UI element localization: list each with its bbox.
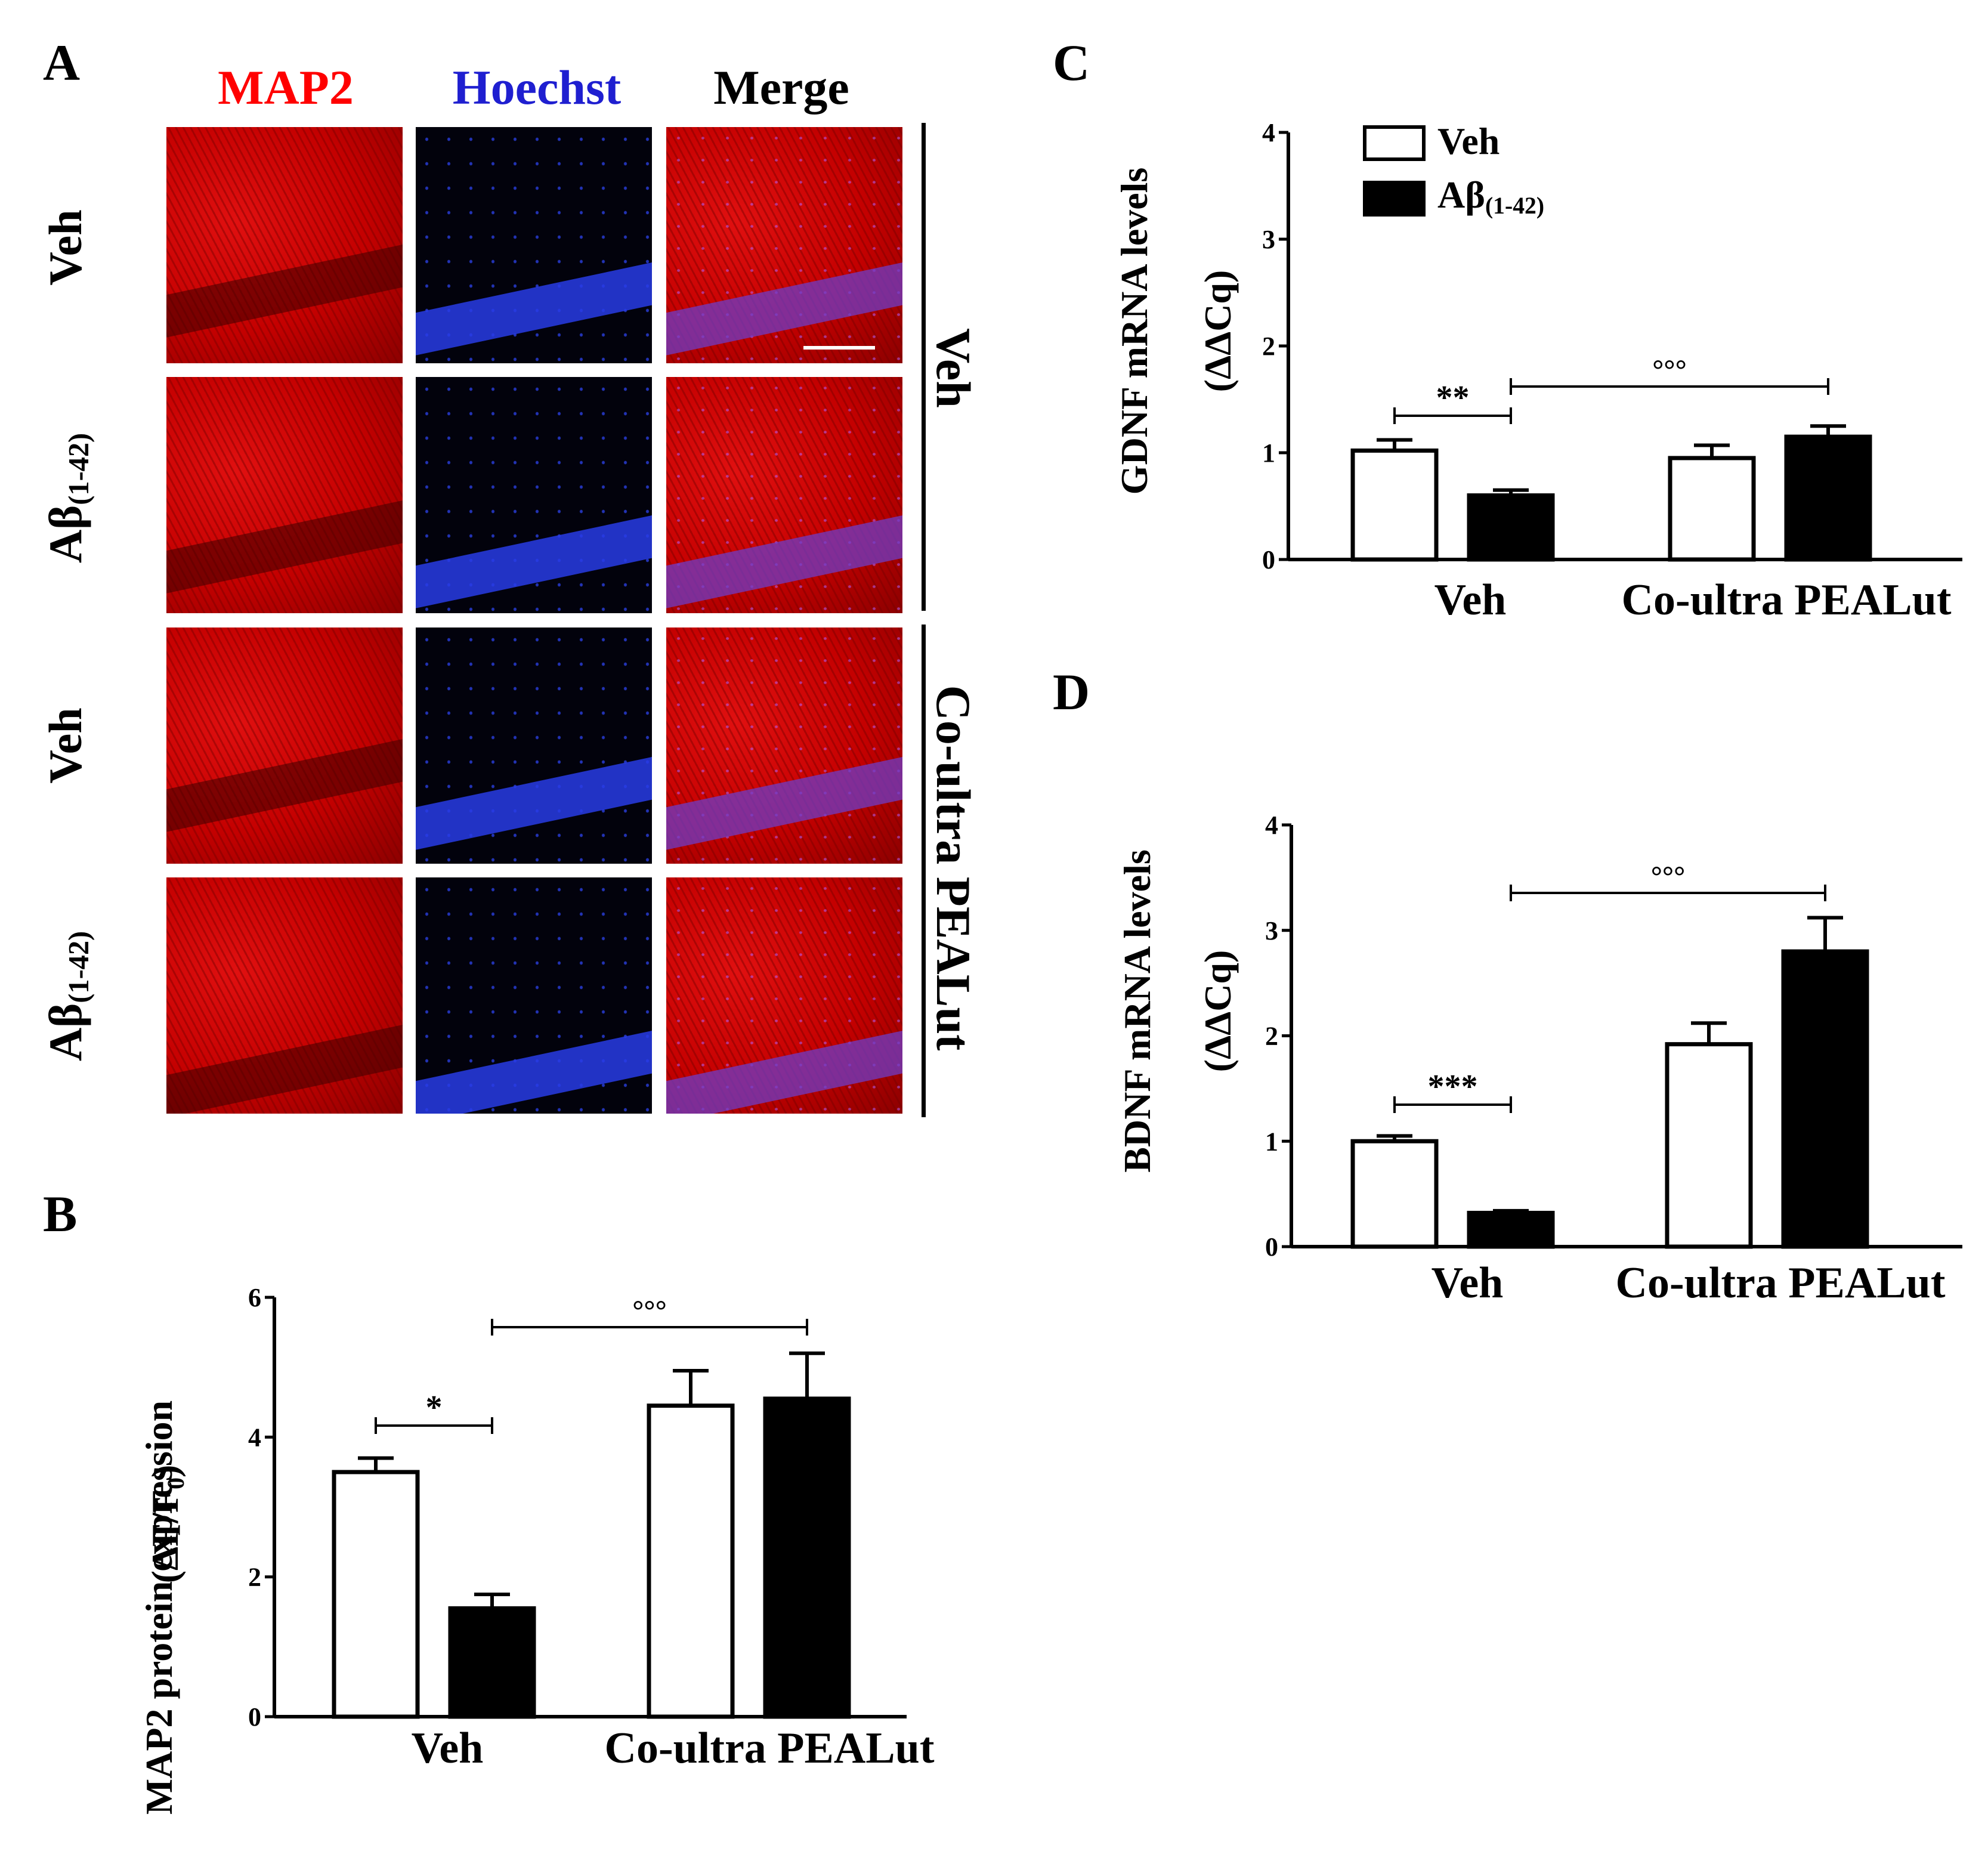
column-header-map2: MAP2 [218, 60, 354, 115]
x-group-label-b-0: Veh [412, 1724, 484, 1773]
x-group-label-b-1: Co-ultra PEALut [605, 1724, 935, 1773]
panel-letter-c: C [1053, 34, 1090, 91]
column-header-merge: Merge [713, 60, 849, 115]
legend-swatch-abeta [1363, 181, 1426, 217]
micrograph-hoechst-abeta-pealut [416, 877, 652, 1114]
y-axis-label-c-line1: GDNF mRNA levels [1113, 167, 1155, 495]
micrograph-map2-veh-pealut [166, 627, 403, 864]
bar-b-co-ultra-pealut-veh [647, 1404, 735, 1719]
panel-letter-b: B [43, 1185, 78, 1242]
group-bracket-veh [922, 123, 926, 611]
bar-b-veh-abeta [448, 1606, 536, 1719]
micrograph-merge-veh-veh [666, 127, 902, 363]
panel-letter-d: D [1053, 663, 1090, 721]
legend-label-abeta: Aβ(1-42) [1437, 174, 1545, 219]
legend-label-veh: Veh [1437, 120, 1500, 162]
scale-bar [803, 346, 875, 350]
y-axis-label-d-line2: (ΔΔCq) [1196, 950, 1239, 1072]
sig-label-b-0: * [426, 1389, 443, 1426]
bar-b-co-ultra-pealut-abeta [763, 1396, 851, 1719]
micrograph-map2-abeta-veh [166, 377, 403, 613]
micrograph-hoechst-veh-pealut [416, 627, 652, 864]
micrograph-map2-veh-veh [166, 127, 403, 363]
y-axis-label-d-line1: BDNF mRNA levels [1116, 849, 1158, 1173]
column-header-hoechst: Hoechst [452, 60, 622, 115]
micrograph-hoechst-abeta-veh [416, 377, 652, 613]
y-tick-label-b-4: 4 [248, 1423, 261, 1452]
micrograph-map2-abeta-pealut [166, 877, 403, 1114]
y-tick-label-b-0: 0 [248, 1702, 261, 1732]
legend-swatch-veh [1363, 125, 1426, 161]
y-tick-label-b-2: 2 [248, 1563, 261, 1592]
micrograph-merge-abeta-pealut [666, 877, 902, 1114]
micrograph-hoechst-veh-veh [416, 127, 652, 363]
bar-b-veh-veh [332, 1470, 420, 1719]
sig-label-b-1: °°° [632, 1295, 667, 1327]
micrograph-merge-veh-pealut [666, 627, 902, 864]
micrograph-merge-abeta-veh [666, 377, 902, 613]
group-bracket-pealut [922, 625, 926, 1117]
y-tick-label-b-6: 6 [248, 1283, 261, 1312]
y-axis-label-c-line2: (ΔΔCq) [1196, 270, 1239, 392]
panel-letter-a: A [43, 34, 81, 91]
